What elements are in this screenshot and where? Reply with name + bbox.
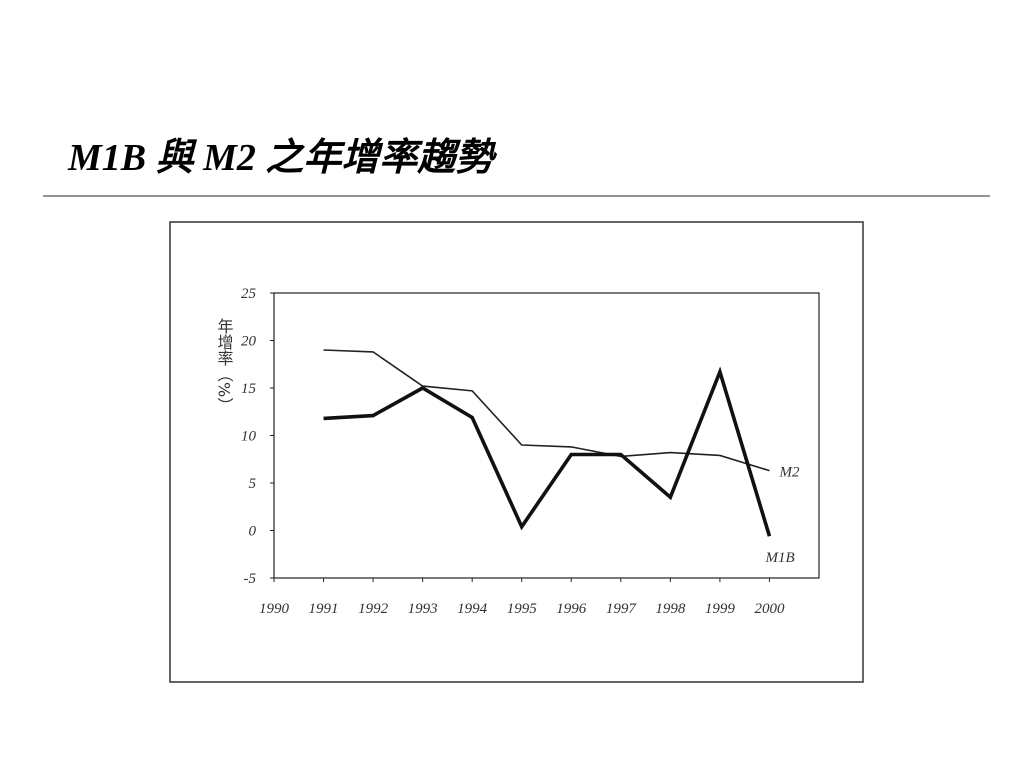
y-tick-label: 15 bbox=[241, 381, 257, 397]
series-line bbox=[323, 349, 770, 472]
chart-frame bbox=[169, 221, 864, 683]
slide-title: M1B 與 M2 之年增率趨勢 bbox=[67, 137, 497, 179]
x-tick-label: 1998 bbox=[655, 601, 686, 617]
x-tick-label: 2000 bbox=[754, 601, 785, 617]
y-tick-label: 0 bbox=[249, 524, 257, 540]
series-line bbox=[323, 366, 772, 537]
x-tick-label: 1993 bbox=[408, 601, 438, 617]
x-tick-label: 1996 bbox=[556, 601, 587, 617]
y-tick-label: 5 bbox=[249, 476, 257, 492]
y-tick-label: 20 bbox=[241, 334, 257, 350]
x-tick-label: 1991 bbox=[309, 601, 339, 617]
y-axis-label: 年增率（%） bbox=[215, 318, 234, 413]
x-tick-label: 1994 bbox=[457, 601, 488, 617]
y-tick-label: 10 bbox=[241, 429, 257, 445]
x-tick-label: 1995 bbox=[507, 601, 538, 617]
x-tick-label: 1999 bbox=[705, 601, 736, 617]
series-label: M2 bbox=[778, 465, 799, 481]
y-tick-label: 25 bbox=[241, 286, 257, 302]
y-tick-label: -5 bbox=[244, 571, 257, 587]
series-label: M1B bbox=[764, 550, 794, 566]
x-tick-label: 1990 bbox=[259, 601, 290, 617]
x-tick-label: 1997 bbox=[606, 601, 638, 617]
x-tick-label: 1992 bbox=[358, 601, 389, 617]
